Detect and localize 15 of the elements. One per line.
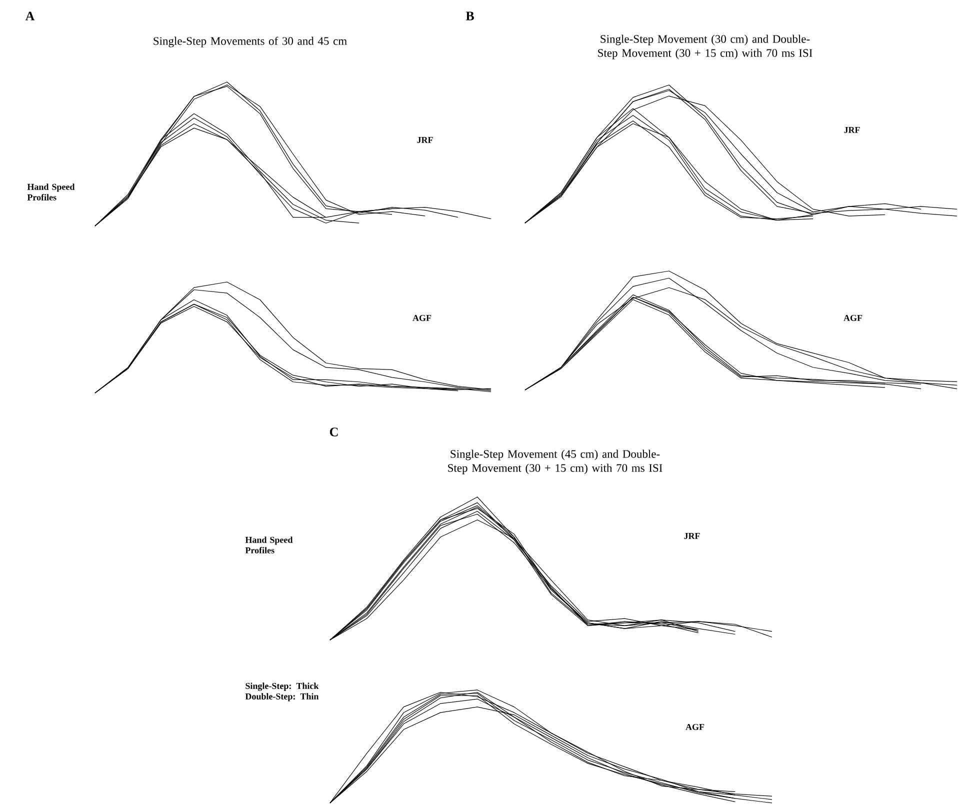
text: C <box>330 428 338 436</box>
text: A <box>25 12 35 20</box>
annotation: AGF <box>844 314 862 322</box>
annotation: JRF <box>684 532 700 539</box>
text: Hand Speed Profiles <box>245 536 293 554</box>
annotation: JRF <box>844 126 860 133</box>
chart-title: Single-Step Movements of 30 and 45 cm <box>154 36 347 48</box>
text: B <box>466 12 474 20</box>
annotation: Single-Step: Thick Double-Step: Thin <box>245 682 319 702</box>
annotation: AGF <box>412 314 432 322</box>
annotation: JRF <box>417 136 433 143</box>
annotation: AGF <box>686 724 704 730</box>
text: Hand Speed Profiles <box>27 184 75 200</box>
chart-title: Single-Step Movement (30 cm) and Double-Step Movement (30 + 15 cm) with 70 ms ISI <box>598 34 812 60</box>
chart-title: Single-Step Movement (45 cm) and Double-Step Movement (30 + 15 cm) with 70 ms ISI <box>448 450 662 474</box>
